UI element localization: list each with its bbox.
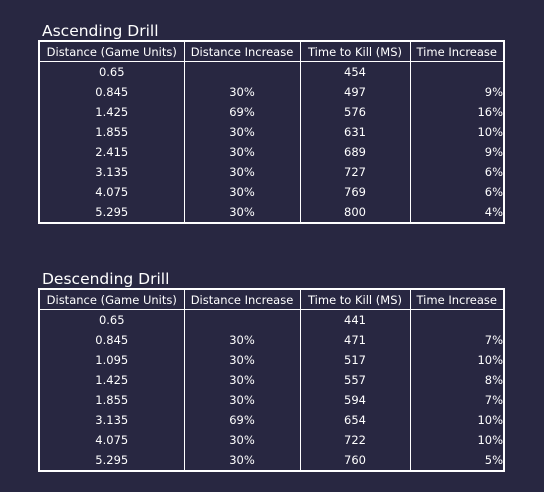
- cell-distance: 1.855: [38, 390, 185, 410]
- cell-time-to-kill: 654: [299, 410, 411, 430]
- header-time-to-kill: Time to Kill (MS): [299, 41, 411, 62]
- cell-time-increase: 10%: [409, 410, 505, 430]
- table-row: 0.65 454: [38, 61, 505, 82]
- cell-distance-increase: 30%: [183, 162, 301, 182]
- cell-distance: 3.135: [38, 162, 185, 182]
- cell-distance-increase: 30%: [183, 390, 301, 410]
- cell-time-increase: 5%: [409, 450, 505, 471]
- header-time-increase: Time Increase: [409, 289, 505, 310]
- cell-distance-increase: 30%: [183, 202, 301, 223]
- cell-time-increase: 10%: [409, 350, 505, 370]
- cell-time-to-kill: 441: [299, 309, 411, 330]
- table-row: 1.095 30% 517 10%: [38, 350, 505, 370]
- cell-distance-increase: 30%: [183, 450, 301, 471]
- table-row: 2.415 30% 689 9%: [38, 142, 505, 162]
- table-header-row: Distance (Game Units) Distance Increase …: [38, 41, 505, 62]
- cell-distance: 4.075: [38, 182, 185, 202]
- cell-time-increase: 9%: [409, 82, 505, 102]
- cell-time-to-kill: 727: [299, 162, 411, 182]
- ascending-drill-table: Distance (Game Units) Distance Increase …: [38, 40, 505, 224]
- cell-distance-increase: 30%: [183, 330, 301, 350]
- cell-distance-increase: [183, 309, 301, 330]
- cell-distance-increase: [183, 61, 301, 82]
- table-row: 0.845 30% 497 9%: [38, 82, 505, 102]
- cell-time-to-kill: 576: [299, 102, 411, 122]
- cell-time-to-kill: 689: [299, 142, 411, 162]
- table-row: 5.295 30% 800 4%: [38, 202, 505, 223]
- cell-time-to-kill: 800: [299, 202, 411, 223]
- cell-time-increase: 10%: [409, 430, 505, 450]
- cell-time-to-kill: 557: [299, 370, 411, 390]
- header-distance-increase: Distance Increase: [183, 289, 301, 310]
- cell-distance-increase: 69%: [183, 102, 301, 122]
- cell-distance: 0.65: [38, 61, 185, 82]
- ascending-drill-title: Ascending Drill: [42, 22, 159, 40]
- table-row: 4.075 30% 769 6%: [38, 182, 505, 202]
- table-row: 5.295 30% 760 5%: [38, 450, 505, 471]
- cell-time-increase: 7%: [409, 390, 505, 410]
- cell-time-increase: 9%: [409, 142, 505, 162]
- cell-time-to-kill: 497: [299, 82, 411, 102]
- cell-distance: 1.425: [38, 102, 185, 122]
- table-row: 0.845 30% 471 7%: [38, 330, 505, 350]
- cell-distance-increase: 69%: [183, 410, 301, 430]
- cell-distance: 4.075: [38, 430, 185, 450]
- table-row: 3.135 30% 727 6%: [38, 162, 505, 182]
- descending-drill-title: Descending Drill: [42, 270, 170, 288]
- table-header-row: Distance (Game Units) Distance Increase …: [38, 289, 505, 310]
- cell-distance: 3.135: [38, 410, 185, 430]
- cell-distance: 5.295: [38, 450, 185, 471]
- header-distance: Distance (Game Units): [38, 41, 185, 62]
- table-row: 1.855 30% 631 10%: [38, 122, 505, 142]
- cell-distance: 5.295: [38, 202, 185, 223]
- cell-distance-increase: 30%: [183, 350, 301, 370]
- cell-time-to-kill: 760: [299, 450, 411, 471]
- cell-time-to-kill: 722: [299, 430, 411, 450]
- header-time-increase: Time Increase: [409, 41, 505, 62]
- table-row: 0.65 441: [38, 309, 505, 330]
- cell-time-increase: 6%: [409, 182, 505, 202]
- table-row: 1.425 30% 557 8%: [38, 370, 505, 390]
- table-row: 1.425 69% 576 16%: [38, 102, 505, 122]
- cell-distance-increase: 30%: [183, 122, 301, 142]
- cell-time-increase: 16%: [409, 102, 505, 122]
- table-row: 3.135 69% 654 10%: [38, 410, 505, 430]
- cell-distance-increase: 30%: [183, 182, 301, 202]
- cell-distance: 0.845: [38, 330, 185, 350]
- cell-distance-increase: 30%: [183, 370, 301, 390]
- cell-time-increase: 4%: [409, 202, 505, 223]
- cell-time-to-kill: 454: [299, 61, 411, 82]
- cell-distance: 1.425: [38, 370, 185, 390]
- cell-time-to-kill: 594: [299, 390, 411, 410]
- cell-distance: 1.855: [38, 122, 185, 142]
- header-time-to-kill: Time to Kill (MS): [299, 289, 411, 310]
- cell-time-to-kill: 769: [299, 182, 411, 202]
- cell-distance: 0.65: [38, 309, 185, 330]
- descending-drill-table: Distance (Game Units) Distance Increase …: [38, 288, 505, 472]
- cell-distance: 0.845: [38, 82, 185, 102]
- cell-time-increase: 6%: [409, 162, 505, 182]
- cell-distance: 1.095: [38, 350, 185, 370]
- cell-time-increase: 10%: [409, 122, 505, 142]
- header-distance-increase: Distance Increase: [183, 41, 301, 62]
- cell-time-increase: 7%: [409, 330, 505, 350]
- header-distance: Distance (Game Units): [38, 289, 185, 310]
- table-row: 4.075 30% 722 10%: [38, 430, 505, 450]
- cell-time-to-kill: 471: [299, 330, 411, 350]
- cell-distance-increase: 30%: [183, 82, 301, 102]
- cell-time-increase: [409, 61, 505, 82]
- descending-drill-section: Descending Drill Distance (Game Units) D…: [38, 270, 505, 472]
- cell-time-to-kill: 517: [299, 350, 411, 370]
- cell-distance-increase: 30%: [183, 142, 301, 162]
- cell-distance: 2.415: [38, 142, 185, 162]
- table-row: 1.855 30% 594 7%: [38, 390, 505, 410]
- cell-time-increase: 8%: [409, 370, 505, 390]
- cell-time-to-kill: 631: [299, 122, 411, 142]
- cell-time-increase: [409, 309, 505, 330]
- ascending-drill-section: Ascending Drill Distance (Game Units) Di…: [38, 22, 505, 224]
- cell-distance-increase: 30%: [183, 430, 301, 450]
